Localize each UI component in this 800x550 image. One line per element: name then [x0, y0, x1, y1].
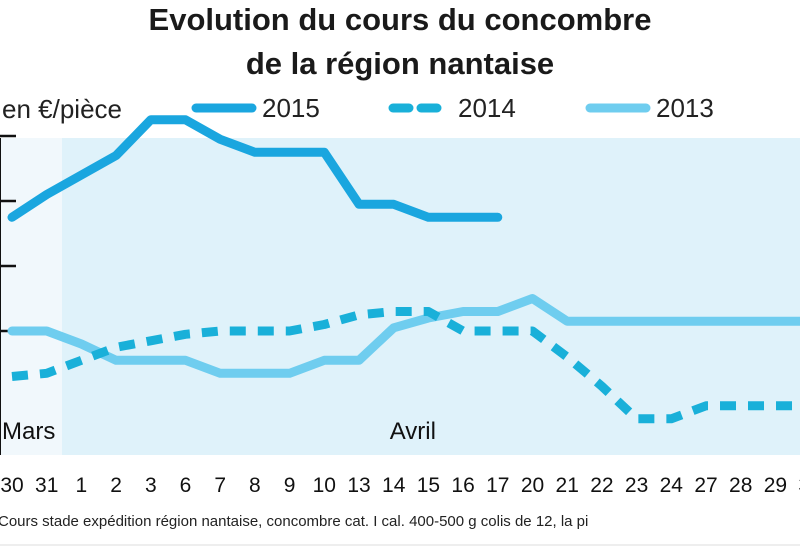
plot-area [0, 138, 800, 455]
x-tick-label: 6 [180, 474, 192, 497]
x-tick-label: 27 [694, 474, 717, 497]
chart-title-line-2: de la région nantaise [246, 46, 554, 81]
x-axis-tick-labels: 3031123678910131415161720212223242728293… [0, 474, 800, 497]
x-tick-label: 29 [764, 474, 787, 497]
x-tick-label: 8 [249, 474, 261, 497]
x-tick-label: 23 [625, 474, 648, 497]
legend-label-2013: 2013 [656, 93, 714, 123]
x-tick-label: 30 [798, 474, 800, 497]
x-tick-label: 24 [660, 474, 684, 497]
x-tick-label: 3 [145, 474, 157, 497]
x-tick-label: 14 [382, 474, 406, 497]
x-tick-label: 16 [451, 474, 474, 497]
x-tick-label: 22 [590, 474, 613, 497]
series-layer [7, 115, 800, 424]
series-line-2014 [11, 307, 800, 424]
x-tick-label: 1 [76, 474, 88, 497]
series-line-2013 [7, 294, 800, 378]
y-axis-unit-label: en €/pièce [2, 94, 122, 124]
series-line-2015 [7, 115, 503, 222]
x-tick-label: 10 [313, 474, 336, 497]
x-tick-label: 20 [521, 474, 544, 497]
x-tick-label: 7 [214, 474, 226, 497]
x-tick-label: 21 [556, 474, 579, 497]
legend-label-2014: 2014 [458, 93, 516, 123]
month-label-mars: Mars [2, 418, 55, 445]
x-tick-label: 28 [729, 474, 752, 497]
x-tick-label: 15 [417, 474, 440, 497]
plot-area-left-band [0, 138, 62, 455]
plot-background [0, 138, 800, 455]
x-tick-label: 9 [284, 474, 296, 497]
legend: 2015 2014 2013 [191, 93, 714, 123]
footnote: Cours stade expédition région nantaise, … [0, 513, 588, 530]
x-tick-label: 2 [110, 474, 122, 497]
chart-title-line-1: Evolution du cours du concombre [149, 2, 652, 37]
x-tick-label: 30 [0, 474, 23, 497]
legend-label-2015: 2015 [262, 93, 320, 123]
x-tick-label: 13 [347, 474, 370, 497]
month-label-avril: Avril [390, 418, 436, 445]
month-labels: Mars Avril [2, 418, 436, 445]
x-tick-label: 31 [35, 474, 58, 497]
x-tick-label: 17 [486, 474, 509, 497]
